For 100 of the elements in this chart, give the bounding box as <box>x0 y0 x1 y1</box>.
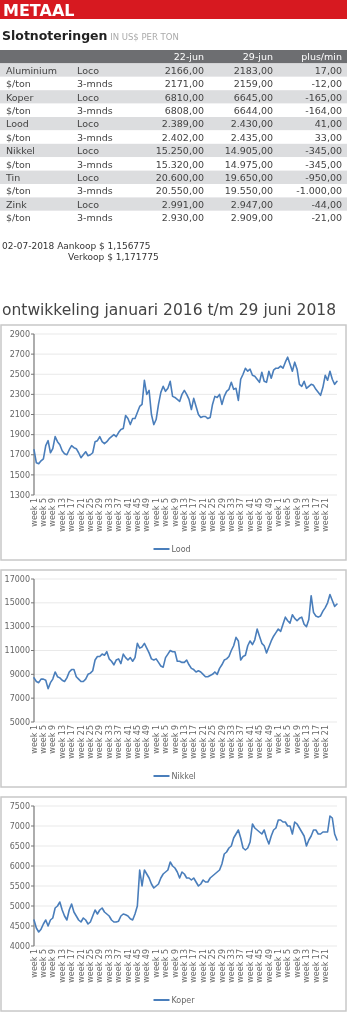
text: Loco <box>77 91 100 103</box>
x-tick-label: week 29 <box>95 725 105 759</box>
text: -44,00 <box>311 198 342 210</box>
text: 2.947,00 <box>230 198 273 210</box>
x-tick-label: week 49 <box>264 498 274 532</box>
text: -345,00 <box>305 145 342 157</box>
text: 6644,00 <box>233 105 273 116</box>
x-tick-label: week 33 <box>104 498 114 532</box>
x-tick-label: week 17 <box>189 725 199 759</box>
x-tick-label: week 13 <box>179 498 189 532</box>
x-tick-label: week 5 <box>283 498 293 527</box>
category-label: plus/min <box>301 51 342 63</box>
text: -165,00 <box>305 91 342 103</box>
text: 19.650,00 <box>224 172 273 183</box>
y-tick-label: 11000 <box>4 646 30 656</box>
x-tick-label: week 21 <box>76 949 86 983</box>
x-tick-label: week 21 <box>76 725 86 759</box>
y-tick-label: 2900 <box>9 329 30 339</box>
text: 6808,00 <box>164 105 204 116</box>
text: Loco <box>77 118 100 130</box>
y-tick-label: 2700 <box>9 349 30 359</box>
x-tick-label: week 5 <box>39 498 49 527</box>
text: 2.930,00 <box>161 212 204 224</box>
x-tick-label: week 29 <box>95 498 105 532</box>
x-tick-label: week 37 <box>236 949 246 983</box>
text: Loco <box>77 64 100 76</box>
text: -345,00 <box>305 158 342 170</box>
text: -950,00 <box>305 172 342 183</box>
text: $/ton <box>6 131 31 143</box>
x-tick-label: week 9 <box>48 498 58 527</box>
line-series <box>33 593 338 690</box>
y-tick-label: 2100 <box>9 410 30 420</box>
y-tick-label: 6000 <box>9 861 30 871</box>
x-tick-label: week 45 <box>132 949 142 983</box>
text: 19.550,00 <box>224 185 273 197</box>
text: 3-mnds <box>77 78 113 90</box>
text: Koper <box>6 91 34 103</box>
y-tick-label: 1900 <box>9 430 30 440</box>
x-tick-label: week 21 <box>320 949 330 983</box>
text: 14.905,00 <box>224 145 273 157</box>
text: $/ton <box>6 105 31 116</box>
x-tick-label: week 13 <box>57 498 67 532</box>
x-tick-label: week 45 <box>132 498 142 532</box>
text: Slotnoteringen IN US$ PER TON <box>2 28 179 43</box>
x-tick-label: week 21 <box>320 498 330 532</box>
text: 2166,00 <box>164 64 204 76</box>
x-tick-label: week 33 <box>104 949 114 983</box>
x-tick-label: week 17 <box>189 949 199 983</box>
text: 15.320,00 <box>155 158 204 170</box>
y-tick-label: 5000 <box>9 901 30 911</box>
x-tick-label: week 33 <box>104 725 114 759</box>
x-tick-label: week 21 <box>320 725 330 759</box>
text: 2.435,00 <box>230 131 273 143</box>
x-tick-label: week 37 <box>114 725 124 759</box>
text: $/ton <box>6 185 31 197</box>
x-tick-label: week 33 <box>226 725 236 759</box>
y-tick-label: 5500 <box>9 881 30 891</box>
text: ontwikkeling januari 2016 t/m 29 juni 2018 <box>2 301 337 319</box>
x-tick-label: week 13 <box>302 949 312 983</box>
text: 14.975,00 <box>224 158 273 170</box>
text: -1.000,00 <box>296 185 342 197</box>
text: 3-mnds <box>77 185 113 197</box>
x-tick-label: week 37 <box>114 498 124 532</box>
text: -21,00 <box>311 212 342 224</box>
x-tick-label: week 41 <box>123 949 133 983</box>
x-tick-label: week 9 <box>170 949 180 978</box>
category-label: 22-jun <box>173 51 204 63</box>
y-tick-label: 4500 <box>9 921 30 931</box>
text: 2.430,00 <box>230 118 273 130</box>
x-tick-label: week 5 <box>161 498 171 527</box>
x-tick-label: week 17 <box>67 949 77 983</box>
x-tick-label: week 1 <box>151 498 161 527</box>
x-tick-label: week 49 <box>142 725 152 759</box>
x-tick-label: week 41 <box>123 498 133 532</box>
x-tick-label: week 5 <box>39 949 49 978</box>
x-tick-label: week 37 <box>236 725 246 759</box>
x-tick-label: week 5 <box>283 949 293 978</box>
x-tick-label: week 29 <box>95 949 105 983</box>
x-tick-label: week 37 <box>236 498 246 532</box>
x-tick-label: week 41 <box>245 949 255 983</box>
y-tick-label: 4000 <box>9 941 30 951</box>
x-tick-label: week 9 <box>170 498 180 527</box>
x-tick-label: week 49 <box>264 725 274 759</box>
x-tick-label: week 17 <box>311 498 321 532</box>
text: $/ton <box>6 158 31 170</box>
y-tick-label: 5000 <box>9 717 30 727</box>
x-tick-label: week 9 <box>292 498 302 527</box>
x-tick-label: week 9 <box>48 725 58 754</box>
y-tick-label: 13000 <box>4 622 30 632</box>
x-tick-label: week 29 <box>217 498 227 532</box>
line-series <box>33 815 338 933</box>
x-tick-label: week 1 <box>29 725 39 754</box>
x-tick-label: week 13 <box>179 949 189 983</box>
text: -12,00 <box>311 78 342 90</box>
x-tick-label: week 1 <box>29 498 39 527</box>
x-tick-label: week 1 <box>273 498 283 527</box>
text: Lood <box>6 118 29 130</box>
x-tick-label: week 17 <box>67 725 77 759</box>
x-tick-label: week 49 <box>264 949 274 983</box>
text: 20.550,00 <box>155 185 204 197</box>
